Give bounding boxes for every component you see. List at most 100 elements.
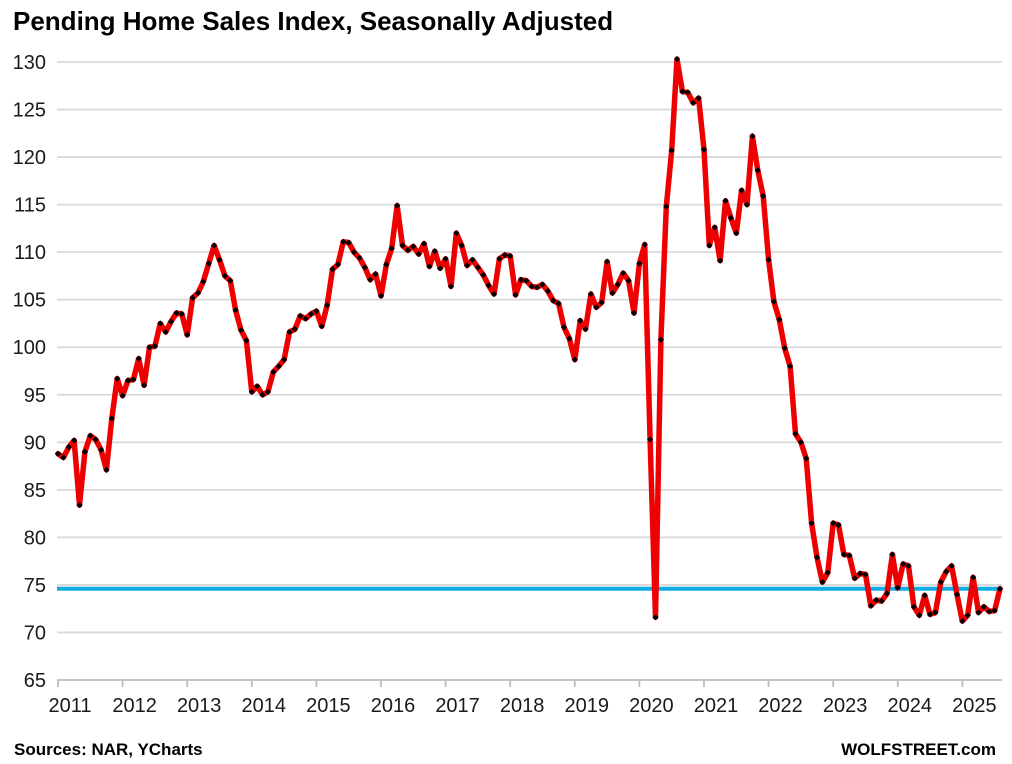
- data-point-marker: [900, 560, 907, 568]
- data-point-marker: [71, 437, 78, 444]
- data-point-marker: [523, 277, 530, 284]
- data-point-marker: [652, 614, 659, 621]
- data-point-marker: [824, 569, 831, 576]
- data-point-marker: [410, 243, 417, 250]
- x-axis-label: 2013: [177, 695, 222, 717]
- data-point-marker: [840, 551, 848, 558]
- data-point-marker: [324, 302, 331, 309]
- data-point-marker: [60, 454, 67, 461]
- y-axis-label: 80: [24, 527, 46, 549]
- data-point-marker: [910, 603, 917, 610]
- data-point-marker: [593, 304, 600, 311]
- data-point-marker: [453, 230, 460, 237]
- y-axis-label: 95: [24, 385, 46, 407]
- data-point-marker: [867, 602, 874, 609]
- data-point-marker: [813, 554, 821, 561]
- data-point-marker: [609, 289, 616, 297]
- x-axis-label: 2018: [500, 695, 545, 717]
- y-axis-label: 105: [13, 290, 46, 312]
- data-point-marker: [587, 290, 595, 298]
- data-point-marker: [65, 443, 72, 451]
- data-point-marker: [119, 392, 126, 399]
- data-point-marker: [835, 521, 842, 529]
- x-axis-label: 2016: [371, 695, 416, 717]
- data-point-marker: [517, 276, 525, 283]
- data-point-marker: [706, 242, 713, 249]
- data-point-marker: [87, 432, 94, 439]
- data-point-marker: [781, 345, 788, 352]
- x-axis-label: 2014: [242, 695, 287, 717]
- data-point-marker: [394, 202, 401, 209]
- data-point-marker: [937, 578, 944, 586]
- data-point-marker: [760, 192, 767, 200]
- data-point-marker: [819, 578, 826, 586]
- data-point-marker: [76, 501, 83, 509]
- x-axis-label: 2022: [758, 695, 803, 717]
- sources-label: Sources: NAR, YCharts: [14, 740, 203, 759]
- data-point-marker: [792, 430, 799, 437]
- data-point-marker: [980, 603, 987, 610]
- data-point-marker: [926, 611, 934, 618]
- data-point-marker: [447, 283, 455, 290]
- data-point-marker: [302, 315, 309, 322]
- data-point-marker: [146, 344, 153, 351]
- x-axis-label: 2019: [565, 695, 610, 717]
- data-point-marker: [415, 250, 422, 258]
- y-axis-label: 115: [14, 195, 46, 217]
- data-point-marker: [173, 309, 180, 317]
- data-point-marker: [566, 335, 573, 342]
- data-point-marker: [636, 260, 643, 267]
- data-point-marker: [550, 297, 557, 304]
- data-point-marker: [291, 326, 298, 333]
- data-point-marker: [97, 446, 105, 454]
- data-point-marker: [124, 377, 132, 384]
- data-point-marker: [873, 597, 880, 604]
- data-point-marker: [571, 356, 578, 363]
- data-point-marker: [577, 317, 584, 324]
- x-axis-label: 2021: [694, 695, 739, 717]
- data-point-marker: [254, 383, 261, 390]
- data-point-marker: [883, 590, 891, 597]
- data-point-marker: [54, 450, 62, 457]
- data-point-marker: [399, 242, 406, 249]
- data-point-marker: [625, 277, 632, 284]
- data-point-marker: [862, 571, 869, 578]
- data-point-marker: [765, 256, 772, 263]
- x-axis-label: 2017: [435, 695, 480, 717]
- data-point-marker: [770, 298, 778, 305]
- data-point-marker: [803, 455, 810, 462]
- data-point-marker: [727, 214, 734, 222]
- data-point-marker: [194, 289, 202, 297]
- data-point-marker: [372, 270, 379, 278]
- data-point-marker: [943, 568, 950, 575]
- data-point-marker: [614, 281, 621, 288]
- series-line: [55, 56, 1003, 624]
- data-point-marker: [603, 258, 611, 265]
- data-point-marker: [184, 331, 191, 338]
- data-point-marker: [512, 291, 519, 299]
- data-point-marker: [986, 608, 993, 615]
- data-point-marker: [722, 197, 729, 204]
- data-point-marker: [388, 245, 395, 252]
- data-point-marker: [383, 261, 390, 268]
- data-point-marker: [286, 328, 293, 336]
- data-point-marker: [582, 326, 589, 333]
- data-point-marker: [275, 363, 282, 370]
- data-point-marker: [953, 591, 961, 598]
- data-point-marker: [469, 256, 476, 263]
- data-point-marker: [200, 278, 207, 285]
- data-point-marker: [684, 89, 691, 96]
- data-point-marker: [340, 238, 347, 245]
- data-point-marker: [889, 551, 896, 558]
- data-point-marker: [878, 597, 885, 605]
- chart-title: Pending Home Sales Index, Seasonally Adj…: [13, 6, 614, 36]
- data-point-marker: [280, 356, 288, 363]
- data-point-marker: [679, 88, 686, 95]
- data-point-marker: [856, 570, 864, 577]
- y-axis-label: 85: [24, 480, 46, 502]
- data-point-marker: [485, 282, 492, 289]
- data-point-marker: [259, 391, 266, 398]
- data-point-marker: [620, 269, 627, 277]
- y-axis-label: 130: [13, 52, 46, 74]
- data-point-marker: [749, 133, 756, 140]
